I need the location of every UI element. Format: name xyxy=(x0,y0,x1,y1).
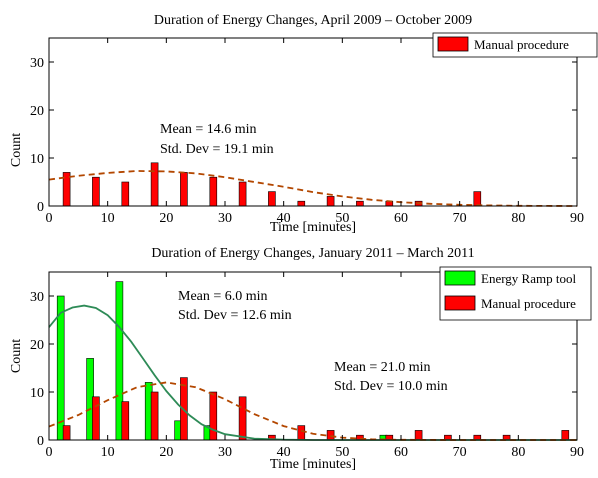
bar-b xyxy=(209,391,218,441)
legend-swatch-energy-ramp xyxy=(444,270,476,286)
bar-b xyxy=(92,396,100,441)
chart-top: Duration of Energy Changes, April 2009 –… xyxy=(9,13,598,235)
stat-std-dev-energy-ramp: Std. Dev = 12.6 min xyxy=(178,308,292,323)
y-tick-label: 20 xyxy=(30,338,44,353)
fit-curves-layer xyxy=(48,170,578,207)
y-tick-labels: 0 10 20 30 xyxy=(30,56,44,215)
legend: Manual procedure xyxy=(432,32,598,58)
bar-a xyxy=(356,200,364,207)
y-tick-labels: 0 10 20 30 xyxy=(30,290,44,449)
x-tick-label: 50 xyxy=(335,445,349,460)
fit-curve xyxy=(48,170,578,207)
x-tick-label: 50 xyxy=(335,211,349,226)
x-tick-label: 20 xyxy=(159,445,173,460)
x-tick-label: 60 xyxy=(394,211,408,226)
x-tick-label: 0 xyxy=(46,445,53,460)
bar-a xyxy=(473,191,482,207)
legend-swatch-manual xyxy=(437,36,469,52)
x-tick-label: 60 xyxy=(394,445,408,460)
legend-label-manual: Manual procedure xyxy=(474,37,569,52)
bar-a xyxy=(268,191,276,207)
bar-a xyxy=(121,181,130,207)
bar-a xyxy=(150,162,159,207)
y-tick-label: 30 xyxy=(30,56,44,71)
bar-a xyxy=(56,295,65,441)
x-tick-label: 40 xyxy=(277,211,291,226)
x-tick-label: 70 xyxy=(453,211,467,226)
x-tick-label: 90 xyxy=(570,211,584,226)
bar-a xyxy=(209,176,218,207)
y-axis-label: Count xyxy=(9,133,24,167)
stat-mean-manual: Mean = 21.0 min xyxy=(334,360,431,375)
x-tick-label: 10 xyxy=(101,445,115,460)
stat-std-dev: Std. Dev = 19.1 min xyxy=(160,142,274,157)
x-tick-label: 70 xyxy=(453,445,467,460)
legend-box xyxy=(439,266,592,321)
bar-a xyxy=(180,172,188,207)
bar-b xyxy=(561,430,570,441)
legend: Energy Ramp tool Manual procedure xyxy=(439,266,592,321)
x-tick-labels: 0 10 20 30 40 50 60 70 80 90 xyxy=(46,445,585,460)
x-tick-label: 30 xyxy=(218,445,232,460)
x-tick-label: 0 xyxy=(46,211,53,226)
legend-label-energy-ramp: Energy Ramp tool xyxy=(481,271,576,286)
bar-b xyxy=(414,430,423,441)
bar-b xyxy=(238,396,247,441)
x-axis-label: Time [minutes] xyxy=(270,457,356,472)
x-tick-label: 10 xyxy=(101,211,115,226)
plot-frame xyxy=(48,271,578,441)
legend-swatch-manual xyxy=(444,295,476,311)
x-tick-label: 30 xyxy=(218,211,232,226)
chart-title: Duration of Energy Changes, April 2009 –… xyxy=(154,13,472,28)
bar-a xyxy=(297,200,306,207)
chart-bottom: Duration of Energy Changes, January 2011… xyxy=(9,246,592,472)
tick-marks xyxy=(48,38,578,207)
x-tick-label: 40 xyxy=(277,445,291,460)
y-axis-label: Count xyxy=(9,339,24,373)
bar-a xyxy=(92,176,100,207)
bar-b xyxy=(121,401,130,441)
stat-mean-energy-ramp: Mean = 6.0 min xyxy=(178,289,268,304)
y-tick-label: 30 xyxy=(30,290,44,305)
x-axis-label: Time [minutes] xyxy=(270,220,356,235)
bar-b xyxy=(150,391,159,441)
plot-frame xyxy=(48,37,578,207)
x-tick-label: 80 xyxy=(511,211,525,226)
stat-std-dev-manual: Std. Dev = 10.0 min xyxy=(334,379,448,394)
y-tick-label: 10 xyxy=(30,152,44,167)
stat-mean: Mean = 14.6 min xyxy=(160,122,257,137)
bars-layer xyxy=(62,162,482,207)
x-tick-label: 80 xyxy=(511,445,525,460)
x-tick-label: 90 xyxy=(570,445,584,460)
bar-a xyxy=(326,196,335,207)
x-tick-labels: 0 10 20 30 40 50 60 70 80 90 xyxy=(46,211,585,226)
bar-b xyxy=(297,425,306,441)
legend-label-manual: Manual procedure xyxy=(481,296,576,311)
y-tick-label: 10 xyxy=(30,386,44,401)
y-tick-label: 0 xyxy=(37,434,44,449)
y-tick-label: 20 xyxy=(30,104,44,119)
bar-a xyxy=(238,181,247,207)
x-tick-label: 20 xyxy=(159,211,173,226)
chart-title: Duration of Energy Changes, January 2011… xyxy=(151,246,474,261)
bar-b xyxy=(62,425,71,441)
y-tick-label: 0 xyxy=(37,200,44,215)
